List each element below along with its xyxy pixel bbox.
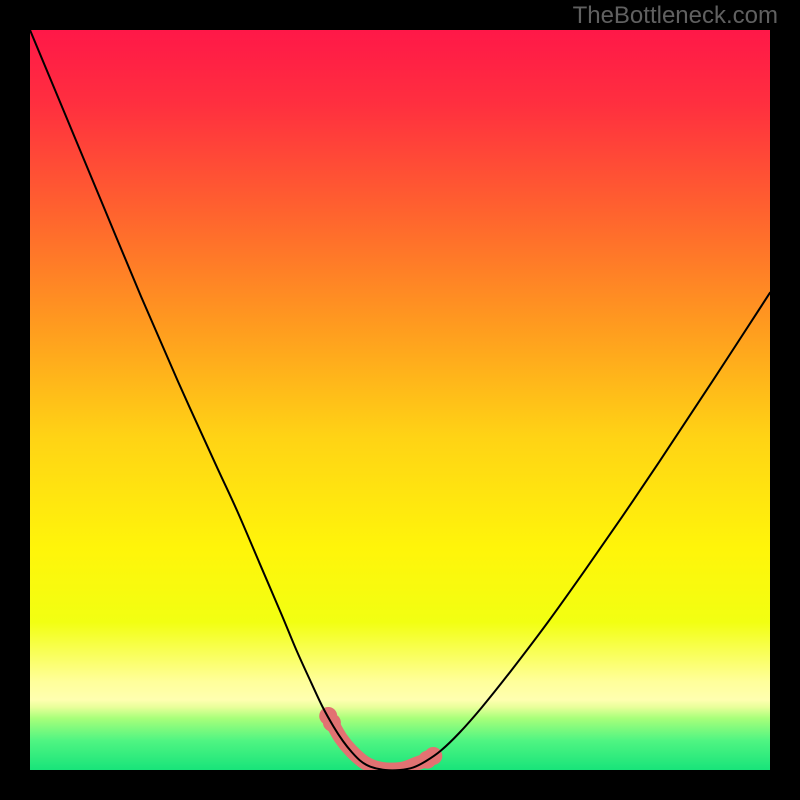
watermark-text: TheBottleneck.com — [573, 2, 778, 30]
gradient-background — [30, 30, 770, 770]
plot-area — [30, 30, 770, 770]
outer-frame: TheBottleneck.com — [0, 0, 800, 800]
chart-svg — [30, 30, 770, 770]
